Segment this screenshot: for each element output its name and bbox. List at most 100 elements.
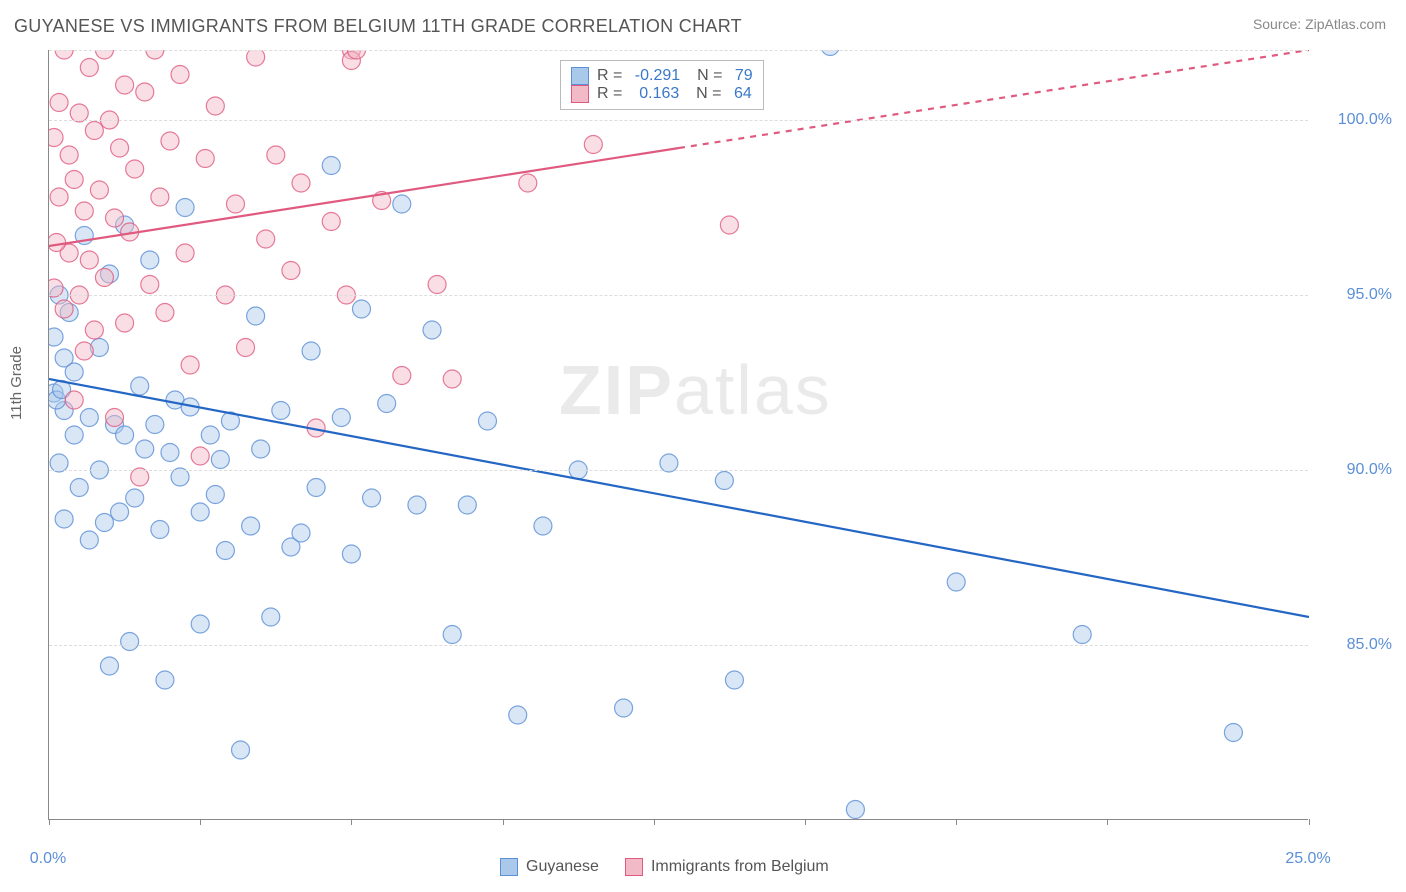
data-point bbox=[111, 139, 129, 157]
data-point bbox=[80, 59, 98, 77]
data-point bbox=[257, 230, 275, 248]
data-point bbox=[55, 300, 73, 318]
data-point bbox=[519, 174, 537, 192]
gridline bbox=[49, 295, 1308, 296]
y-tick-label: 95.0% bbox=[1347, 286, 1392, 304]
x-tick bbox=[49, 819, 50, 825]
data-point bbox=[80, 409, 98, 427]
data-point bbox=[206, 486, 224, 504]
data-point bbox=[176, 199, 194, 217]
y-tick-label: 90.0% bbox=[1347, 461, 1392, 479]
x-tick bbox=[654, 819, 655, 825]
legend-n-value: 79 bbox=[735, 67, 753, 85]
chart-title: GUYANESE VS IMMIGRANTS FROM BELGIUM 11TH… bbox=[14, 16, 742, 37]
data-point bbox=[191, 503, 209, 521]
data-point bbox=[292, 524, 310, 542]
data-point bbox=[232, 741, 250, 759]
data-point bbox=[136, 83, 154, 101]
data-point bbox=[352, 300, 370, 318]
data-point bbox=[478, 412, 496, 430]
data-point bbox=[116, 426, 134, 444]
trend-line bbox=[49, 148, 679, 246]
data-point bbox=[720, 216, 738, 234]
data-point bbox=[332, 409, 350, 427]
legend-item: Guyanese bbox=[500, 858, 599, 876]
data-point bbox=[1073, 626, 1091, 644]
data-point bbox=[206, 97, 224, 115]
data-point bbox=[131, 377, 149, 395]
data-point bbox=[146, 416, 164, 434]
data-point bbox=[65, 391, 83, 409]
data-point bbox=[80, 531, 98, 549]
data-point bbox=[342, 545, 360, 563]
data-point bbox=[121, 633, 139, 651]
legend-r-label: R = bbox=[597, 67, 627, 85]
data-point bbox=[80, 251, 98, 269]
legend-swatch bbox=[571, 67, 589, 85]
data-point bbox=[151, 188, 169, 206]
chart-svg bbox=[49, 50, 1309, 820]
legend-label: Guyanese bbox=[526, 858, 599, 876]
data-point bbox=[509, 706, 527, 724]
trend-line-dashed bbox=[679, 50, 1309, 148]
x-tick bbox=[805, 819, 806, 825]
y-tick-label: 100.0% bbox=[1338, 111, 1392, 129]
gridline bbox=[49, 120, 1308, 121]
data-point bbox=[428, 276, 446, 294]
data-point bbox=[211, 451, 229, 469]
legend-r-value: -0.291 bbox=[635, 67, 680, 85]
gridline bbox=[49, 645, 1308, 646]
data-point bbox=[363, 489, 381, 507]
data-point bbox=[55, 510, 73, 528]
legend-n-label: N = bbox=[688, 67, 727, 85]
data-point bbox=[378, 395, 396, 413]
legend-swatch bbox=[500, 858, 518, 876]
data-point bbox=[60, 146, 78, 164]
legend-row: R = -0.291 N = 79 bbox=[571, 67, 753, 85]
x-tick bbox=[1309, 819, 1310, 825]
x-tick bbox=[503, 819, 504, 825]
data-point bbox=[322, 213, 340, 231]
data-point bbox=[725, 671, 743, 689]
x-tick bbox=[200, 819, 201, 825]
data-point bbox=[302, 342, 320, 360]
data-point bbox=[111, 503, 129, 521]
data-point bbox=[141, 276, 159, 294]
data-point bbox=[247, 307, 265, 325]
data-point bbox=[55, 50, 73, 59]
data-point bbox=[126, 160, 144, 178]
data-point bbox=[151, 521, 169, 539]
data-point bbox=[584, 136, 602, 154]
x-tick bbox=[956, 819, 957, 825]
data-point bbox=[252, 440, 270, 458]
data-point bbox=[322, 157, 340, 175]
legend-label: Immigrants from Belgium bbox=[651, 858, 829, 876]
data-point bbox=[307, 479, 325, 497]
series-legend: Guyanese Immigrants from Belgium bbox=[500, 858, 829, 876]
data-point bbox=[75, 342, 93, 360]
legend-n-value: 64 bbox=[734, 85, 752, 103]
data-point bbox=[267, 146, 285, 164]
data-point bbox=[443, 626, 461, 644]
data-point bbox=[100, 657, 118, 675]
data-point bbox=[106, 209, 124, 227]
data-point bbox=[85, 321, 103, 339]
data-point bbox=[715, 472, 733, 490]
data-point bbox=[50, 188, 68, 206]
legend-n-label: N = bbox=[687, 85, 726, 103]
data-point bbox=[156, 304, 174, 322]
y-tick-label: 85.0% bbox=[1347, 636, 1392, 654]
data-point bbox=[423, 321, 441, 339]
data-point bbox=[282, 262, 300, 280]
data-point bbox=[50, 94, 68, 112]
data-point bbox=[393, 195, 411, 213]
data-point bbox=[65, 363, 83, 381]
data-point bbox=[70, 479, 88, 497]
data-point bbox=[191, 615, 209, 633]
data-point bbox=[49, 234, 66, 252]
x-tick-label: 25.0% bbox=[1285, 850, 1330, 868]
data-point bbox=[90, 181, 108, 199]
legend-r-value: 0.163 bbox=[635, 85, 679, 103]
data-point bbox=[262, 608, 280, 626]
gridline bbox=[49, 470, 1308, 471]
